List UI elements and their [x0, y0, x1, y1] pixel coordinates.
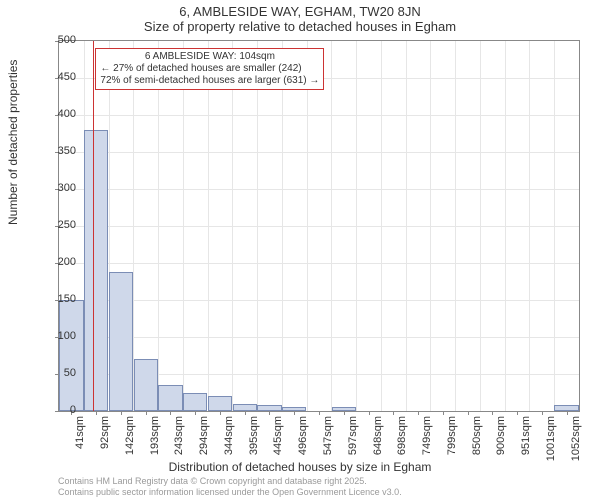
y-tick-label: 300 [46, 182, 76, 194]
x-tick-mark [393, 411, 394, 415]
reference-line [93, 41, 94, 411]
gridline-h [59, 337, 579, 338]
y-tick-label: 400 [46, 108, 76, 120]
gridline-v [529, 41, 530, 411]
gridline-v [307, 41, 308, 411]
x-tick-label: 1001sqm [545, 416, 557, 461]
plot-area: 6 AMBLESIDE WAY: 104sqm← 27% of detached… [58, 40, 580, 412]
histogram-bar [208, 396, 232, 411]
x-tick-label: 395sqm [248, 416, 260, 455]
y-tick-label: 250 [46, 219, 76, 231]
x-tick-mark [542, 411, 543, 415]
x-tick-mark [319, 411, 320, 415]
x-tick-label: 92sqm [99, 416, 111, 449]
gridline-v [133, 41, 134, 411]
x-tick-mark [369, 411, 370, 415]
annotation-line3: 72% of semi-detached houses are larger (… [100, 75, 319, 87]
x-tick-label: 294sqm [198, 416, 210, 455]
gridline-v [158, 41, 159, 411]
x-tick-label: 850sqm [471, 416, 483, 455]
gridline-v [381, 41, 382, 411]
gridline-v [183, 41, 184, 411]
y-tick-label: 450 [46, 71, 76, 83]
x-tick-mark [443, 411, 444, 415]
x-tick-mark [269, 411, 270, 415]
x-tick-label: 445sqm [272, 416, 284, 455]
x-tick-label: 496sqm [297, 416, 309, 455]
x-tick-label: 1052sqm [570, 416, 582, 461]
gridline-h [59, 152, 579, 153]
y-tick-label: 50 [46, 367, 76, 379]
y-tick-label: 500 [46, 34, 76, 46]
annotation-box: 6 AMBLESIDE WAY: 104sqm← 27% of detached… [95, 48, 324, 90]
gridline-h [59, 226, 579, 227]
x-tick-label: 243sqm [173, 416, 185, 455]
x-tick-label: 344sqm [223, 416, 235, 455]
attribution-footer: Contains HM Land Registry data © Crown c… [58, 476, 402, 498]
x-tick-mark [121, 411, 122, 415]
gridline-v [455, 41, 456, 411]
x-tick-label: 142sqm [124, 416, 136, 455]
x-tick-mark [294, 411, 295, 415]
histogram-bar [134, 359, 158, 411]
footer-line1: Contains HM Land Registry data © Crown c… [58, 476, 402, 487]
x-tick-mark [468, 411, 469, 415]
x-tick-mark [146, 411, 147, 415]
chart-container: 6, AMBLESIDE WAY, EGHAM, TW20 8JN Size o… [0, 0, 600, 500]
gridline-h [59, 300, 579, 301]
histogram-bar [84, 130, 108, 411]
x-tick-mark [96, 411, 97, 415]
x-tick-label: 547sqm [322, 416, 334, 455]
histogram-bar [233, 404, 257, 411]
x-tick-label: 41sqm [74, 416, 86, 449]
x-tick-mark [517, 411, 518, 415]
title-line1: 6, AMBLESIDE WAY, EGHAM, TW20 8JN [0, 0, 600, 19]
gridline-h [59, 263, 579, 264]
x-tick-label: 648sqm [372, 416, 384, 455]
x-tick-mark [195, 411, 196, 415]
x-tick-label: 749sqm [421, 416, 433, 455]
x-tick-label: 900sqm [495, 416, 507, 455]
x-tick-label: 597sqm [347, 416, 359, 455]
x-tick-label: 799sqm [446, 416, 458, 455]
histogram-bar [59, 300, 83, 411]
y-tick-label: 100 [46, 330, 76, 342]
histogram-bar [158, 385, 182, 411]
annotation-line2: ← 27% of detached houses are smaller (24… [100, 63, 319, 75]
gridline-v [505, 41, 506, 411]
y-tick-label: 350 [46, 145, 76, 157]
x-tick-mark [344, 411, 345, 415]
gridline-v [208, 41, 209, 411]
gridline-v [331, 41, 332, 411]
x-tick-mark [567, 411, 568, 415]
gridline-v [257, 41, 258, 411]
gridline-v [356, 41, 357, 411]
gridline-v [430, 41, 431, 411]
x-tick-mark [245, 411, 246, 415]
x-tick-mark [418, 411, 419, 415]
gridline-v [282, 41, 283, 411]
x-axis-label: Distribution of detached houses by size … [0, 460, 600, 474]
x-tick-mark [492, 411, 493, 415]
x-tick-mark [220, 411, 221, 415]
x-tick-mark [170, 411, 171, 415]
gridline-v [480, 41, 481, 411]
x-tick-label: 698sqm [396, 416, 408, 455]
gridline-h [59, 189, 579, 190]
y-axis-label: Number of detached properties [6, 60, 20, 225]
gridline-v [232, 41, 233, 411]
x-tick-label: 951sqm [520, 416, 532, 455]
gridline-v [554, 41, 555, 411]
y-tick-label: 0 [46, 404, 76, 416]
y-tick-label: 200 [46, 256, 76, 268]
title-line2: Size of property relative to detached ho… [0, 19, 600, 36]
histogram-bar [183, 393, 207, 412]
histogram-bar [109, 272, 133, 411]
footer-line2: Contains public sector information licen… [58, 487, 402, 498]
gridline-v [406, 41, 407, 411]
x-tick-label: 193sqm [149, 416, 161, 455]
y-tick-label: 150 [46, 293, 76, 305]
gridline-h [59, 115, 579, 116]
annotation-line1: 6 AMBLESIDE WAY: 104sqm [100, 51, 319, 63]
